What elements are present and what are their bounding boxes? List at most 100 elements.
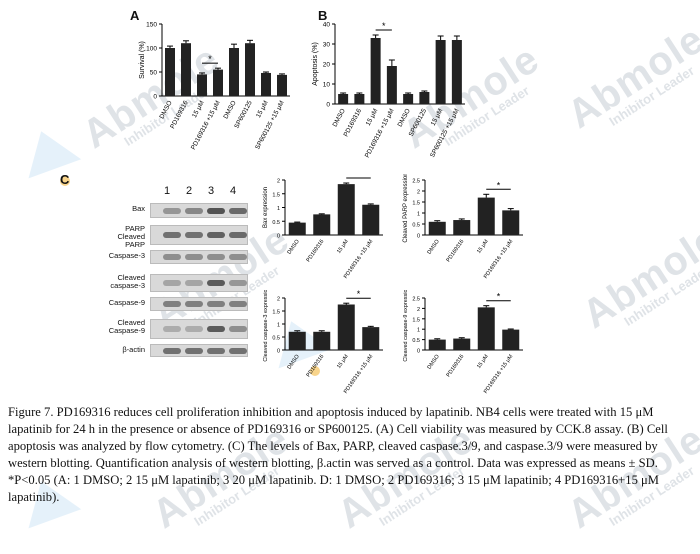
y-tick-label: 50 <box>150 70 158 77</box>
bar <box>502 329 520 350</box>
bar <box>428 221 446 235</box>
category-label: 15 μM <box>336 353 350 369</box>
y-tick-label: 0 <box>277 234 280 240</box>
bar <box>197 74 207 96</box>
blot-band <box>229 254 247 260</box>
bar <box>313 214 331 235</box>
category-label: DMSO <box>427 353 442 371</box>
significance-label: * <box>382 21 386 31</box>
lane-number: 3 <box>208 185 215 197</box>
blot-band <box>163 326 181 332</box>
y-tick-label: 2 <box>417 307 420 313</box>
blot-strip <box>150 203 248 218</box>
bar <box>288 222 306 235</box>
significance-label: * <box>497 180 501 190</box>
blot-band <box>229 326 247 332</box>
lane-number: 4 <box>230 185 237 197</box>
blot-row-label: Bax <box>132 204 145 213</box>
bar <box>428 339 446 350</box>
category-label: 15 μM <box>255 100 270 119</box>
bar <box>277 74 287 96</box>
blot-band <box>207 232 225 238</box>
y-axis-label: Survival (%) <box>139 41 146 79</box>
category-label: 15 μM <box>336 238 350 254</box>
blot-band <box>163 280 181 286</box>
blot-band <box>229 280 247 286</box>
blot-strip <box>150 297 248 311</box>
watermark-dot-icon <box>60 176 70 186</box>
bar <box>403 94 414 104</box>
bar <box>453 338 471 350</box>
bar <box>386 66 397 104</box>
bar <box>362 327 380 350</box>
bar <box>313 331 331 350</box>
y-tick-label: 1 <box>277 206 280 212</box>
bar <box>502 210 520 235</box>
y-axis-label: Bax expression <box>263 187 269 228</box>
chart-c3: 0 0.5 1 1.5 2 Cleaved caspase-3 expression DMS… <box>263 290 383 395</box>
blot-row-label: Cleaved Caspase-9 <box>108 318 145 335</box>
panel-label-a: A <box>130 8 140 23</box>
chart-c1: 0 0.5 1 1.5 2 Bax expression DMSO PD169316 15 μM… <box>263 174 383 280</box>
category-label: DMSO <box>332 108 347 129</box>
blot-row-label: Caspase-9 <box>108 298 145 307</box>
bar <box>165 48 175 96</box>
y-tick-label: 1 <box>417 212 420 218</box>
blot-band <box>229 207 247 214</box>
category-label: PD169316 <box>306 239 326 264</box>
blot-band <box>229 301 247 307</box>
y-tick-label: 0 <box>417 234 420 240</box>
blot-strip <box>150 344 248 357</box>
y-tick-label: 0.5 <box>412 338 420 344</box>
blot-band <box>185 207 203 214</box>
y-tick-label: 0.5 <box>412 223 420 229</box>
blot-band <box>163 301 181 307</box>
blot-strip <box>150 250 248 264</box>
watermark-dot-icon <box>310 366 320 376</box>
watermark-logo-icon <box>14 121 82 179</box>
significance-label: * <box>357 174 361 179</box>
category-label: 15 μM <box>430 108 445 127</box>
western-blot: 1 2 3 4 Bax PARP Cleaved PARP Caspase-3 Cleaved… <box>0 0 248 357</box>
category-label: DMSO <box>287 238 302 256</box>
y-tick-label: 0 <box>326 102 330 109</box>
blot-band <box>163 207 181 214</box>
category-label: DMSO <box>158 100 173 121</box>
y-tick-label: 2 <box>417 190 420 196</box>
y-tick-label: 1.5 <box>272 192 280 198</box>
blot-band <box>207 207 225 214</box>
category-label: PD169316 <box>446 239 466 264</box>
bar <box>419 92 430 104</box>
bar <box>435 40 446 104</box>
y-tick-label: 10 <box>323 82 331 89</box>
y-tick-label: 2 <box>277 179 280 185</box>
bar <box>354 94 365 104</box>
y-axis-label: Apoptosis (%) <box>312 42 319 86</box>
lane-number: 1 <box>164 185 171 197</box>
significance-label: * <box>357 290 361 299</box>
blot-band <box>185 254 203 260</box>
category-label: 15 μM <box>191 100 206 119</box>
y-tick-label: 150 <box>146 22 157 29</box>
blot-band <box>207 254 225 260</box>
y-tick-label: 0.5 <box>272 336 280 342</box>
category-label: PD169316 <box>446 354 466 379</box>
bar <box>337 304 355 350</box>
blot-band <box>207 326 225 332</box>
bar <box>245 43 255 96</box>
bar <box>362 204 380 235</box>
bar <box>288 331 306 350</box>
blot-row-label: PARP Cleaved PARP <box>117 224 145 249</box>
blot-band <box>207 301 225 307</box>
y-tick-label: 2.5 <box>412 297 420 303</box>
category-label: PD169316 <box>306 354 326 379</box>
y-tick-label: 20 <box>323 62 331 69</box>
blot-band <box>163 254 181 260</box>
bar <box>181 43 191 96</box>
y-tick-label: 1.5 <box>412 317 420 323</box>
bar <box>477 197 495 235</box>
blot-band <box>185 301 203 307</box>
bar <box>337 184 355 235</box>
y-tick-label: 2 <box>277 297 280 303</box>
